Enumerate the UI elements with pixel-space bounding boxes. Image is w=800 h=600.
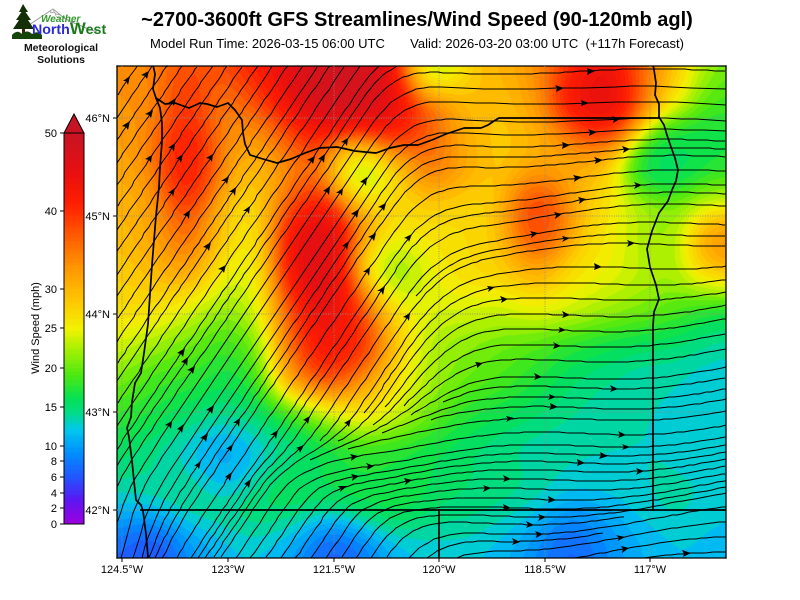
- svg-text:46°N: 46°N: [85, 113, 110, 125]
- svg-text:43°N: 43°N: [85, 407, 110, 419]
- svg-text:Model Run Time: 2026-03-15 06:: Model Run Time: 2026-03-15 06:00 UTC Val…: [150, 36, 684, 51]
- svg-text:124.5°W: 124.5°W: [101, 564, 144, 576]
- svg-text:2: 2: [51, 503, 57, 515]
- svg-text:30: 30: [45, 284, 57, 296]
- svg-text:25: 25: [45, 323, 57, 335]
- svg-text:117°W: 117°W: [634, 564, 667, 576]
- svg-text:4: 4: [51, 488, 57, 500]
- svg-text:42°N: 42°N: [85, 505, 110, 517]
- svg-text:8: 8: [51, 456, 57, 468]
- svg-text:20: 20: [45, 363, 57, 375]
- svg-text:118.5°W: 118.5°W: [524, 564, 566, 576]
- svg-text:15: 15: [45, 402, 57, 414]
- svg-text:~2700-3600ft GFS Streamlines/W: ~2700-3600ft GFS Streamlines/Wind Speed …: [141, 9, 693, 31]
- svg-text:50: 50: [45, 128, 57, 140]
- svg-text:10: 10: [45, 441, 57, 453]
- svg-text:6: 6: [51, 472, 57, 484]
- svg-text:120°W: 120°W: [422, 564, 456, 576]
- svg-text:123°W: 123°W: [211, 564, 245, 576]
- svg-text:Wind Speed (mph): Wind Speed (mph): [30, 282, 42, 374]
- svg-text:44°N: 44°N: [85, 309, 110, 321]
- svg-text:121.5°W: 121.5°W: [313, 564, 356, 576]
- svg-text:0: 0: [51, 519, 57, 531]
- svg-text:45°N: 45°N: [85, 211, 110, 223]
- svg-text:40: 40: [45, 206, 57, 218]
- svg-text:NorthWest: NorthWest: [32, 19, 106, 38]
- svg-text:Weather: Weather: [41, 14, 81, 25]
